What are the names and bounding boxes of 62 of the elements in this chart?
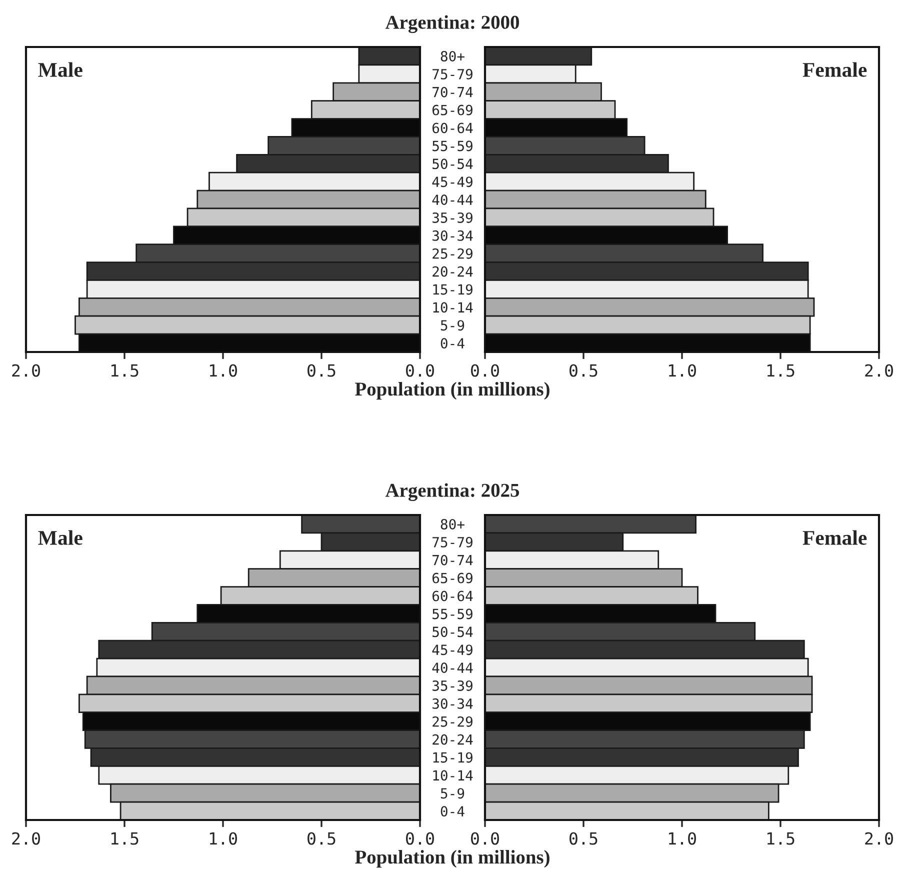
y-tick-label: 25-29 bbox=[432, 716, 472, 727]
y-tick-label: 40-44 bbox=[432, 194, 473, 206]
y-tick-label: 80+ bbox=[440, 518, 464, 530]
x-tick-label: 2.0 bbox=[865, 364, 893, 377]
y-tick-label: 30-34 bbox=[432, 698, 473, 709]
annotation: Female bbox=[802, 62, 867, 77]
y-tick-label: 35-39 bbox=[432, 680, 472, 691]
y-tick-label: 65-69 bbox=[432, 572, 472, 584]
y-tick-label: 55-59 bbox=[432, 140, 472, 152]
x-axis-title: Population (in millions) bbox=[355, 850, 550, 868]
y-tick-label: 5-9 bbox=[440, 320, 464, 331]
x-tick-label: 0.0 bbox=[471, 364, 499, 377]
y-tick-label: 5-9 bbox=[440, 788, 464, 799]
x-tick-label: 1.5 bbox=[767, 832, 794, 845]
y-tick-label: 30-34 bbox=[432, 230, 473, 241]
x-tick-label: 0.0 bbox=[406, 832, 434, 845]
annotation: Female bbox=[802, 530, 867, 545]
y-tick-label: 0-4 bbox=[440, 806, 464, 817]
x-tick-label: 1.0 bbox=[210, 364, 237, 377]
annotation: Male bbox=[38, 62, 82, 77]
x-tick-label: 0.5 bbox=[308, 832, 336, 845]
y-tick-label: 45-49 bbox=[432, 176, 472, 188]
y-tick-label: 25-29 bbox=[432, 248, 472, 259]
y-tick-label: 10-14 bbox=[433, 302, 473, 313]
x-tick-label: 1.5 bbox=[767, 364, 794, 377]
x-tick-label: 0.5 bbox=[308, 364, 336, 377]
y-tick-label: 50-54 bbox=[432, 158, 473, 170]
y-tick-label: 45-49 bbox=[432, 644, 472, 656]
y-tick-label: 15-19 bbox=[433, 284, 472, 295]
x-tick-label: 0.5 bbox=[570, 364, 598, 377]
x-tick-label: 1.0 bbox=[210, 832, 237, 845]
y-tick-label: 55-59 bbox=[432, 608, 472, 620]
x-tick-label: 0.0 bbox=[406, 364, 434, 377]
y-tick-label: 70-74 bbox=[432, 86, 473, 98]
y-tick-label: 10-14 bbox=[433, 770, 473, 781]
x-tick-label: 0.5 bbox=[570, 832, 598, 845]
y-tick-label: 50-54 bbox=[432, 626, 473, 638]
x-tick-label: 1.0 bbox=[668, 832, 696, 845]
y-tick-label: 75-79 bbox=[432, 536, 472, 548]
y-tick-label: 35-39 bbox=[432, 212, 472, 223]
y-tick-label: 0-4 bbox=[440, 338, 464, 349]
x-tick-label: 0.0 bbox=[471, 832, 499, 845]
y-tick-label: 60-64 bbox=[432, 590, 473, 602]
y-tick-label: 15-19 bbox=[433, 752, 472, 763]
x-tick-label: 1.0 bbox=[668, 364, 696, 377]
chart-title: Argentina: 2000 bbox=[385, 15, 519, 33]
y-tick-label: 65-69 bbox=[432, 104, 472, 116]
x-tick-label: 2.0 bbox=[12, 832, 40, 845]
y-tick-label: 75-79 bbox=[432, 68, 472, 80]
y-tick-label: 80+ bbox=[440, 50, 464, 62]
y-tick-label: 70-74 bbox=[432, 554, 473, 566]
y-tick-label: 20-24 bbox=[432, 734, 473, 745]
y-tick-label: 40-44 bbox=[432, 662, 473, 674]
y-tick-label: 20-24 bbox=[432, 266, 473, 277]
annotation: Male bbox=[38, 530, 82, 545]
x-tick-label: 1.5 bbox=[111, 832, 138, 845]
x-tick-label: 1.5 bbox=[111, 364, 138, 377]
x-tick-label: 2.0 bbox=[865, 832, 893, 845]
x-tick-label: 2.0 bbox=[12, 364, 40, 377]
chart-title: Argentina: 2025 bbox=[385, 483, 520, 501]
y-tick-label: 60-64 bbox=[432, 122, 473, 134]
x-axis-title: Population (in millions) bbox=[355, 382, 550, 400]
